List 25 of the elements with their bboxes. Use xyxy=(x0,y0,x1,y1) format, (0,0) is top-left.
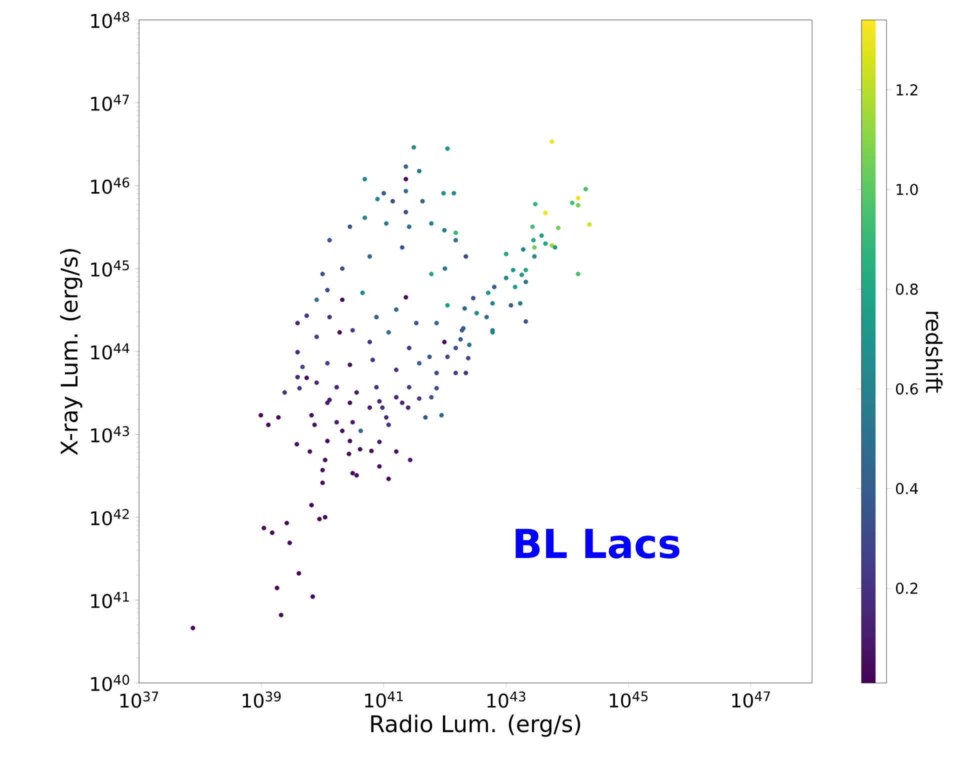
x-tick-label: 10$^{47}$ xyxy=(732,691,770,708)
y-tick-label: 10$^{41}$ xyxy=(91,592,129,608)
y-tick-label: 10$^{47}$ xyxy=(91,94,129,111)
color-bar-label: 0.8 xyxy=(896,284,918,295)
x-tick-label: 10$^{45}$ xyxy=(610,691,648,708)
x-tick-label: 10$^{39}$ xyxy=(242,691,281,708)
color-bar-label: 1.0 xyxy=(896,184,918,196)
y-tick-label: 10$^{42}$ xyxy=(91,509,129,526)
x-axis-title: Radio Lum. (erg/s) xyxy=(371,714,580,737)
x-tick-label: 10$^{37}$ xyxy=(120,691,158,708)
color-bar-label: 0.6 xyxy=(896,383,918,395)
y-tick-label: 10$^{45}$ xyxy=(91,260,129,277)
color-bar-label: 0.4 xyxy=(896,482,918,494)
y-tick-label: 10$^{40}$ xyxy=(91,674,130,692)
x-tick-label: 10$^{43}$ xyxy=(487,691,526,708)
y-tick-label: 10$^{46}$ xyxy=(91,178,130,194)
x-tick-label: 10$^{41}$ xyxy=(365,691,403,708)
color-bar-label: 0.2 xyxy=(896,582,918,594)
y-tick-label: 10$^{44}$ xyxy=(91,343,130,360)
y-tick-label: 10$^{48}$ xyxy=(91,12,130,28)
color-bar-label: 1.2 xyxy=(896,84,918,96)
y-axis-title: X-ray Lum. (erg/s) xyxy=(60,249,82,456)
y-tick-label: 10$^{43}$ xyxy=(91,426,129,442)
annotation: BL Lacs xyxy=(516,528,680,559)
color-bar-title: redshift xyxy=(926,312,943,393)
